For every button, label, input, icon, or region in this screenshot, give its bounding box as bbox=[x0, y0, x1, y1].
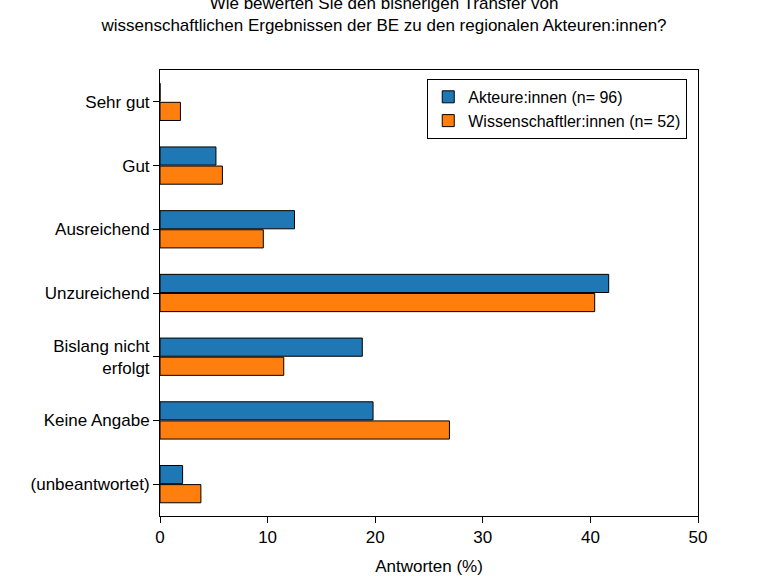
svg-text:Akteure:innen (n= 96): Akteure:innen (n= 96) bbox=[468, 89, 622, 106]
svg-text:Gut: Gut bbox=[122, 157, 150, 176]
svg-text:Wissenschaftler:innen (n= 52): Wissenschaftler:innen (n= 52) bbox=[468, 113, 680, 130]
svg-text:Unzureichend: Unzureichend bbox=[45, 284, 150, 303]
svg-text:Keine Angabe: Keine Angabe bbox=[44, 411, 150, 430]
svg-text:Sehr gut: Sehr gut bbox=[85, 93, 150, 112]
svg-text:Bislang nichterfolgt: Bislang nichterfolgt bbox=[53, 337, 150, 378]
svg-text:50: 50 bbox=[689, 528, 708, 547]
svg-text:40: 40 bbox=[581, 528, 600, 547]
svg-text:(unbeantwortet): (unbeantwortet) bbox=[31, 475, 150, 494]
svg-text:Wie bewerten Sie den bisherige: Wie bewerten Sie den bisherigen Transfer… bbox=[100, 0, 666, 35]
svg-text:20: 20 bbox=[366, 528, 385, 547]
svg-text:Ausreichend: Ausreichend bbox=[55, 220, 150, 239]
svg-text:10: 10 bbox=[258, 528, 277, 547]
svg-text:30: 30 bbox=[473, 528, 492, 547]
svg-text:0: 0 bbox=[155, 528, 164, 547]
svg-text:Antworten (%): Antworten (%) bbox=[375, 557, 483, 576]
